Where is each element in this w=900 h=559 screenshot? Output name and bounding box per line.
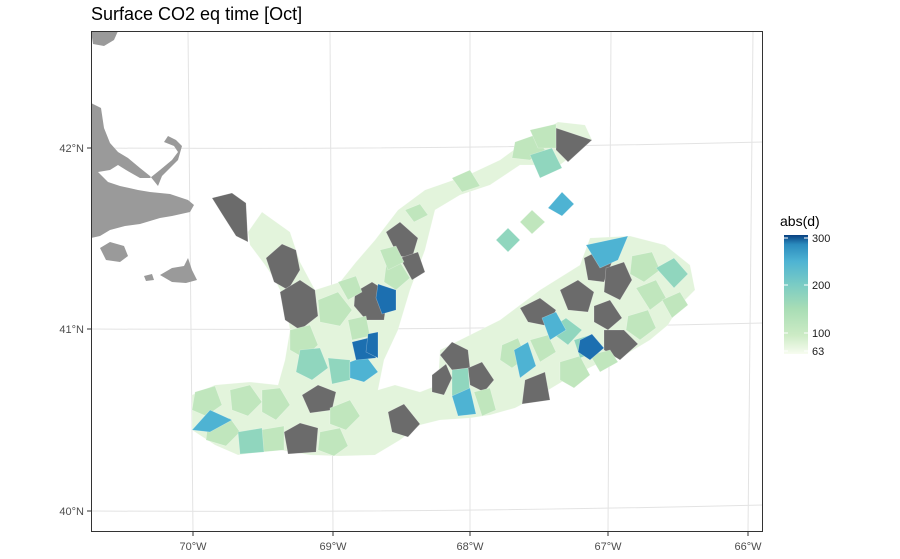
graticule [91,31,763,532]
grid-cells [191,121,696,457]
panel-border [91,31,763,532]
colorbar-ticks [784,237,808,352]
legend-label: 300 [812,233,830,245]
plot-title: Surface CO2 eq time [Oct] [91,4,303,24]
y-tick-label: 41°N [59,324,84,336]
legend-title: abs(d) [780,213,820,229]
y-tick-label: 42°N [59,143,84,155]
colorbar: 300 200 100 63 [784,233,830,358]
x-tick-label: 67°W [594,541,622,553]
x-axis [192,532,749,536]
colorbar-legend: 300 200 100 63 abs(d) [780,213,880,363]
x-tick-label: 66°W [734,541,762,553]
x-tick-label: 68°W [456,541,484,553]
legend-label: 63 [812,346,824,358]
legend-label: 200 [812,280,830,292]
x-tick-label: 69°W [319,541,347,553]
x-tick-label: 70°W [179,541,207,553]
y-axis [87,147,91,512]
colorbar-gradient [784,235,808,354]
coastline-land [91,31,197,283]
y-tick-label: 40°N [59,506,84,518]
legend-label: 100 [812,328,830,340]
